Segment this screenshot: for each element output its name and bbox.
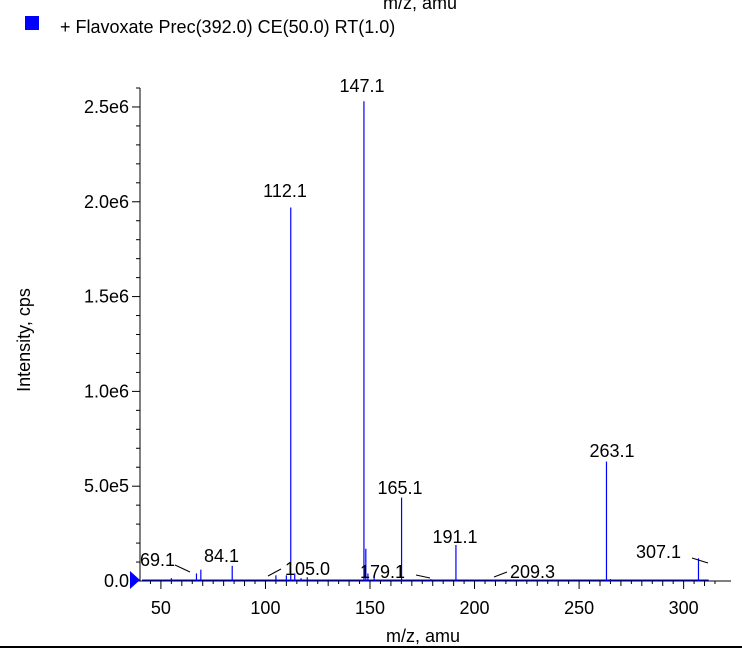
peak-label: 69.1	[140, 550, 175, 570]
legend-swatch	[25, 16, 39, 30]
x-tick-label: 150	[355, 598, 385, 618]
x-axis-label: m/z, amu	[386, 626, 460, 646]
x-tick-label: 100	[250, 598, 280, 618]
y-axis-label: Intensity, cps	[14, 288, 34, 392]
legend-label: + Flavoxate Prec(392.0) CE(50.0) RT(1.0)	[60, 17, 395, 37]
y-tick-label: 2.5e6	[84, 97, 129, 117]
axes	[139, 88, 731, 582]
peak-leader	[174, 564, 191, 573]
y-tick-label: 5.0e5	[84, 476, 129, 496]
y-tick-label: 1.5e6	[84, 287, 129, 307]
x-tick-label: 50	[151, 598, 171, 618]
y-tick-label: 0.0	[104, 571, 129, 591]
peak-label: 84.1	[204, 546, 239, 566]
x-tick-label: 250	[564, 598, 594, 618]
peak-label: 191.1	[432, 527, 477, 547]
peak-leader	[415, 574, 431, 579]
peak-label: 307.1	[636, 542, 681, 562]
peak-label: 147.1	[339, 76, 384, 96]
peak-labels: 69.1 84.1 105.0 112.1 147.1 165.1 179.1 191.1 20…	[140, 76, 709, 582]
peak-label: 105.0	[285, 559, 330, 579]
peak-label: 209.3	[510, 562, 555, 582]
legend: + Flavoxate Prec(392.0) CE(50.0) RT(1.0)	[25, 16, 395, 37]
peak-label: 179.1	[360, 562, 405, 582]
peak-leader	[493, 571, 508, 578]
peak-leader	[691, 557, 709, 564]
y-tick-label: 2.0e6	[84, 192, 129, 212]
zero-marker	[130, 571, 140, 589]
peak-leader	[267, 568, 282, 577]
x-axis-ticks: 50 100 150 200 250 300	[149, 581, 716, 618]
y-tick-label: 1.0e6	[84, 381, 129, 401]
peak-label: 165.1	[377, 478, 422, 498]
y-axis-ticks: 0.0 5.0e5 1.0e6 1.5e6 2.0e6 2.5e6	[84, 87, 140, 591]
peak-label: 263.1	[589, 441, 634, 461]
peak-label: 112.1	[263, 181, 307, 201]
x-tick-label: 300	[669, 598, 699, 618]
peaks	[142, 101, 709, 581]
top-axis-title-cut: m/z, amu	[383, 0, 457, 13]
x-tick-label: 200	[460, 598, 490, 618]
